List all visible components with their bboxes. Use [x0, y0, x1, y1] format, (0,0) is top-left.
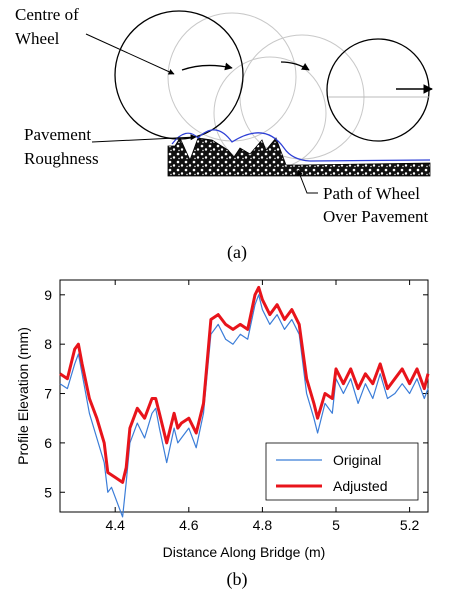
y-tick-label: 9 — [44, 287, 52, 303]
series-line-adjusted — [59, 285, 430, 484]
series-line-original — [59, 294, 429, 518]
centre-label-line2: Wheel — [15, 29, 60, 48]
panel-a-label: (a) — [227, 242, 247, 263]
y-tick-label: 6 — [44, 435, 52, 451]
x-tick-label: 4.8 — [253, 517, 273, 533]
path-leader — [297, 169, 318, 194]
wheel-start — [114, 10, 244, 140]
series-layer — [59, 285, 430, 518]
x-axis-label: Distance Along Bridge (m) — [163, 544, 326, 560]
legend-box — [265, 442, 419, 501]
centre-label-line1: Centre of — [15, 5, 79, 24]
y-axis-label: Profile Elevation (mm) — [15, 327, 31, 465]
wheel-path-line — [171, 129, 431, 162]
x-tick-label: 5 — [332, 517, 340, 533]
profile-chart: 4.4 4.6 4.8 5 5.2 5 6 7 8 9 Profile Elevation (mm… — [15, 279, 430, 590]
panel-b-label: (b) — [227, 569, 248, 590]
y-tick-label: 8 — [44, 336, 52, 352]
x-tick-label: 4.6 — [179, 517, 199, 533]
x-tick-label: 5.2 — [400, 517, 420, 533]
roughness-label-line1: Pavement — [24, 125, 91, 144]
legend-label-original: Original — [333, 452, 381, 468]
chart-legend: Original Adjusted — [265, 442, 419, 501]
y-tick-label: 5 — [44, 484, 52, 500]
axis-ticks: 4.4 4.6 4.8 5 5.2 5 6 7 8 9 — [44, 280, 428, 533]
x-tick-label: 4.4 — [105, 517, 125, 533]
wheel-faded-1 — [167, 12, 297, 142]
y-tick-label: 7 — [44, 386, 52, 402]
pavement-surface — [167, 137, 431, 177]
path-label-line1: Path of Wheel — [323, 184, 420, 203]
motion-arrow-1 — [181, 62, 233, 71]
roughness-label-line2: Roughness — [24, 149, 99, 168]
centre-leader — [85, 33, 175, 75]
roughness-leader — [91, 134, 197, 143]
wheel-end — [326, 38, 430, 142]
legend-label-adjusted: Adjusted — [333, 478, 387, 494]
motion-arrow-2 — [280, 61, 310, 71]
path-label-line2: Over Pavement — [323, 207, 429, 226]
wheel-diagram: Centre of Wheel Pavement Roughness Path … — [15, 5, 433, 263]
